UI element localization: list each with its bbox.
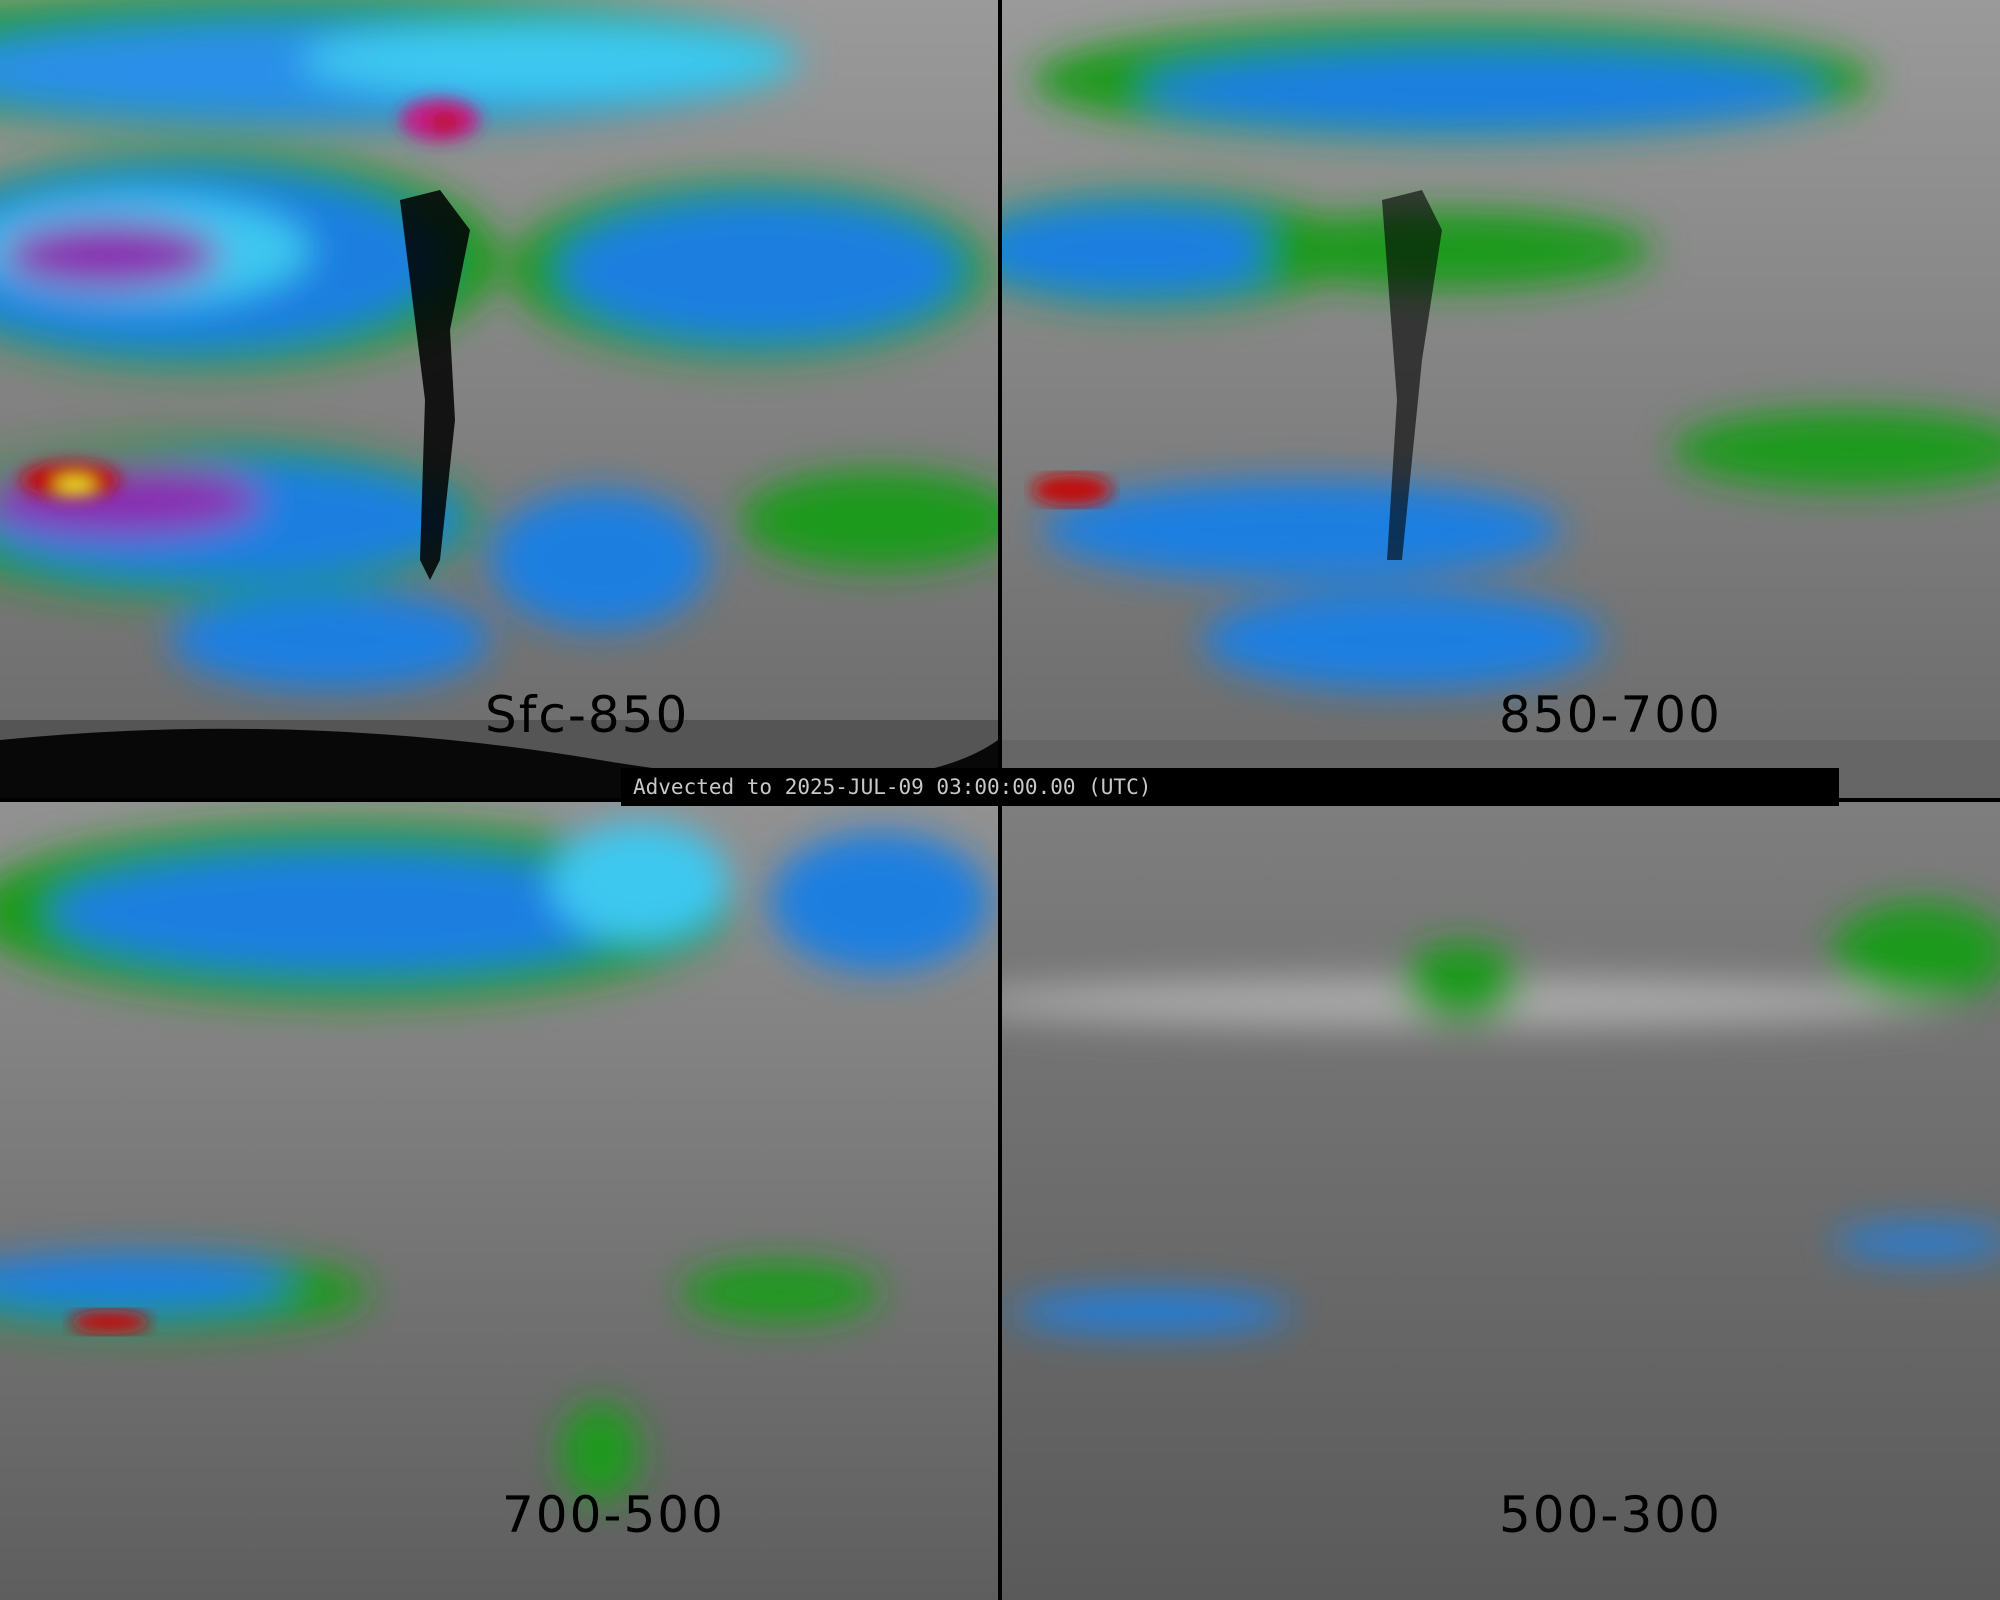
panel-850-700: 850-700 [1002, 0, 2000, 798]
panel-label: 700-500 [502, 1486, 725, 1544]
panel-700-500: 700-500 [0, 802, 998, 1600]
moisture-field-700-500 [0, 802, 998, 1600]
panel-500-300: 500-300 [1002, 802, 2000, 1600]
panel-sfc-850: Sfc-850 [0, 0, 998, 798]
moisture-field-850-700 [1002, 0, 2000, 798]
panel-label: Sfc-850 [485, 686, 690, 744]
panel-label: 850-700 [1499, 686, 1722, 744]
moisture-field-sfc-850 [0, 0, 998, 798]
panel-label: 500-300 [1499, 1486, 1722, 1544]
moisture-field-500-300 [1002, 802, 2000, 1600]
advection-time-banner: Advected to 2025-JUL-09 03:00:00.00 (UTC… [621, 768, 1839, 806]
